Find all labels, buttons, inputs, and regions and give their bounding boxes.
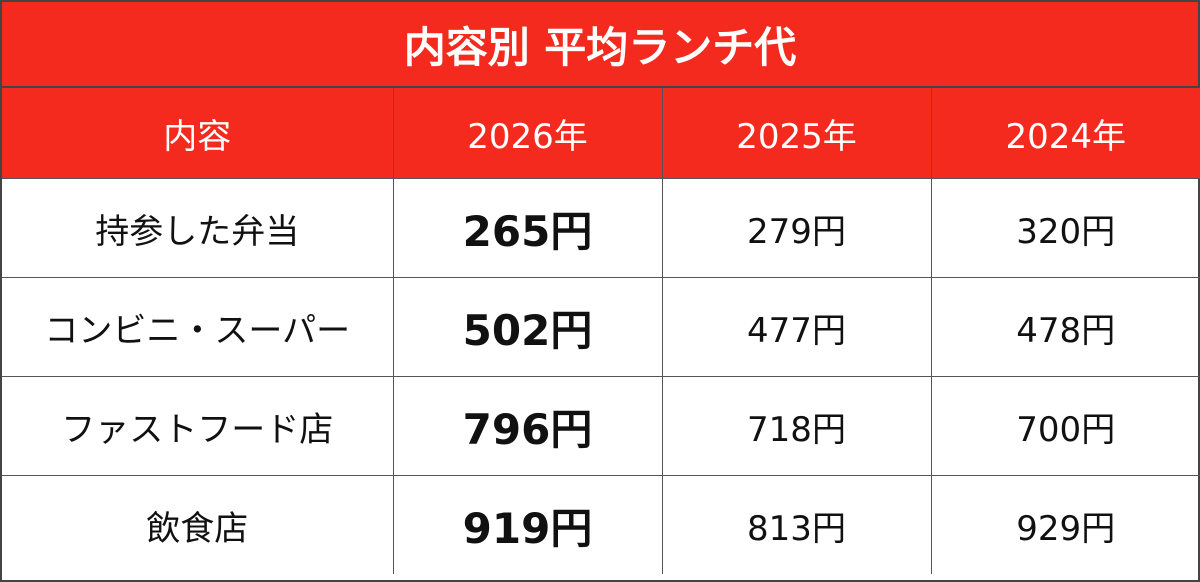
- cost-cell: 279円: [661, 178, 932, 278]
- table-row: 持参した弁当 265円 279円 320円: [2, 178, 1200, 278]
- cost-cell: 477円: [661, 277, 932, 377]
- cost-cell: 929円: [930, 475, 1200, 574]
- header-cell: 2026年: [392, 88, 663, 179]
- header-row: 内容 2026年 2025年 2024年: [2, 88, 1200, 179]
- cost-cell: 700円: [930, 376, 1200, 476]
- table: 内容 2026年 2025年 2024年 持参した弁当 265円 279円 320円 コンビニ…: [2, 88, 1200, 574]
- cost-cell: 718円: [661, 376, 932, 476]
- table-row: ファストフード店 796円 718円 700円: [2, 376, 1200, 476]
- table-row: コンビニ・スーパー 502円 477円 478円: [2, 277, 1200, 377]
- header-cell: 2024年: [930, 88, 1200, 179]
- row-label: コンビニ・スーパー: [2, 277, 394, 377]
- cost-cell: 478円: [930, 277, 1200, 377]
- cost-cell: 796円: [392, 376, 663, 476]
- table-body: 持参した弁当 265円 279円 320円 コンビニ・スーパー 502円 477円 478円フ…: [2, 178, 1200, 574]
- cost-cell: 813円: [661, 475, 932, 574]
- header-cell: 2025年: [661, 88, 932, 179]
- header-cell: 内容: [2, 88, 394, 179]
- row-label: ファストフード店: [2, 376, 394, 476]
- cost-cell: 265円: [392, 178, 663, 278]
- row-label: 持参した弁当: [2, 178, 394, 278]
- table-title: 内容別 平均ランチ代: [2, 2, 1198, 88]
- row-label: 飲食店: [2, 475, 394, 574]
- cost-cell: 320円: [930, 178, 1200, 278]
- table-row: 飲食店 919円 813円 929円: [2, 475, 1200, 574]
- cost-cell: 919円: [392, 475, 663, 574]
- cost-cell: 502円: [392, 277, 663, 377]
